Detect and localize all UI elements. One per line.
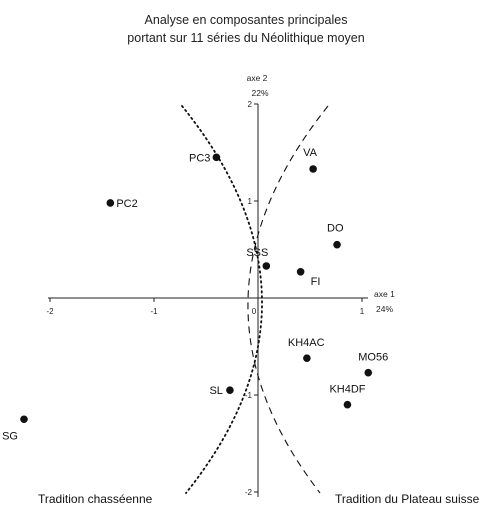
point-do: [333, 240, 341, 249]
point-label-pc2: PC2: [116, 198, 137, 210]
curve-tradition-plateau-suisse: [247, 105, 329, 494]
point-label-do: DO: [327, 223, 344, 235]
point-label-kh4ac: KH4AC: [288, 337, 325, 349]
x-tick-label: -1: [150, 307, 158, 316]
point-label-mo56: MO56: [358, 352, 388, 364]
chart-title-line1: Analyse en composantes principales: [145, 13, 348, 27]
tradition-curves: Tradition chasséenne Tradition du Platea…: [38, 105, 480, 506]
y-axis-name: axe 2: [247, 73, 268, 83]
point-kh4df: [343, 400, 352, 409]
y-tick-label: -2: [245, 488, 253, 497]
y-tick-label: -1: [245, 391, 253, 400]
y-axis-variance: 22%: [251, 88, 268, 98]
x-tick-label: 0: [252, 307, 257, 316]
y-tick-label: 1: [248, 197, 253, 206]
point-pc3: [212, 153, 221, 162]
axes: -2 -1 0 1 2 1 -1 -2 axe 2 22% axe 1 24%: [46, 73, 395, 497]
point-pc2: [106, 199, 115, 207]
y-tick-label: 2: [248, 100, 253, 109]
point-label-fi: FI: [311, 276, 321, 288]
data-points: PC3 PC2 VA DO SSS FI KH4AC MO56 KH4DF SL SG: [2, 147, 388, 442]
x-tick-label: -2: [46, 307, 54, 316]
axis-ticks: -2 -1 0 1 2 1 -1 -2: [46, 100, 364, 497]
curve-label-plateau-suisse: Tradition du Plateau suisse: [335, 492, 480, 506]
point-mo56: [364, 368, 373, 377]
point-label-va: VA: [303, 147, 318, 159]
x-tick-label: 1: [360, 307, 365, 316]
point-label-pc3: PC3: [189, 152, 210, 164]
point-sl: [226, 386, 234, 394]
curve-label-chasseenne: Tradition chasséenne: [38, 492, 153, 506]
point-label-sss: SSS: [246, 247, 268, 259]
point-sg: [20, 415, 28, 424]
x-axis-variance: 24%: [376, 304, 393, 314]
point-va: [309, 165, 317, 173]
point-kh4ac: [303, 354, 311, 362]
chart-title-line2: portant sur 11 séries du Néolithique moy…: [127, 31, 364, 45]
point-fi: [296, 268, 305, 276]
point-label-sl: SL: [209, 385, 222, 397]
x-axis-name: axe 1: [374, 289, 395, 299]
point-label-sg: SG: [2, 430, 18, 442]
point-sss: [262, 262, 271, 270]
point-label-kh4df: KH4DF: [329, 384, 365, 396]
